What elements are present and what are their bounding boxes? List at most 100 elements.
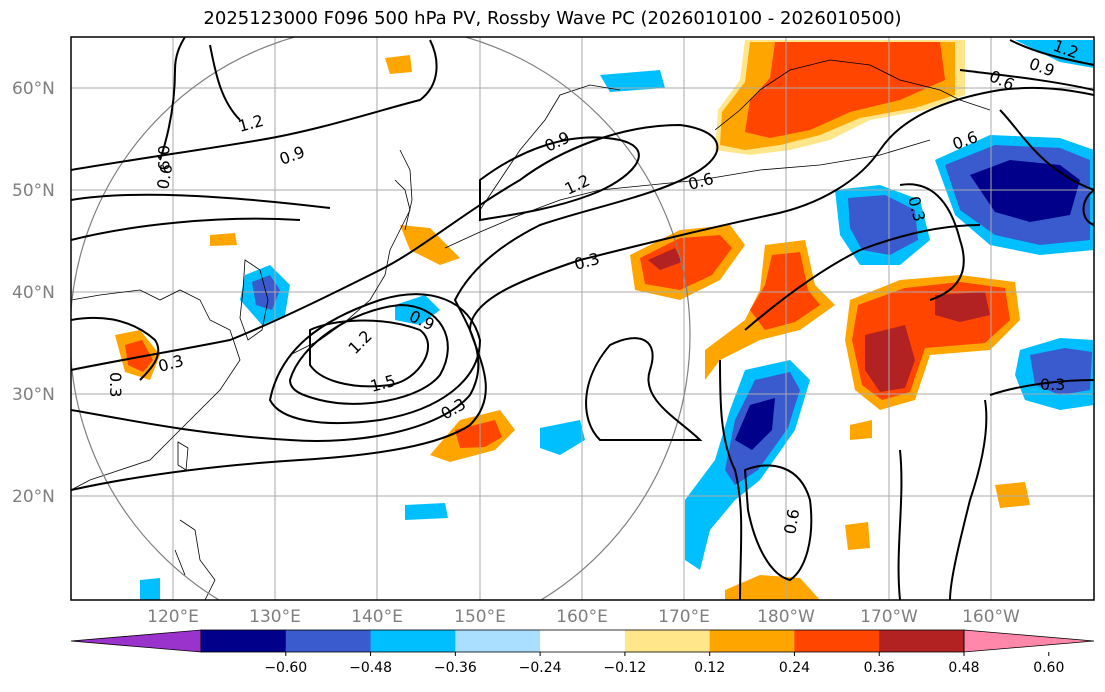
negative-anomaly-region: [735, 398, 775, 450]
colorbar-segment: [794, 630, 880, 652]
lon-label: 140°E: [351, 607, 403, 627]
colorbar-segment: [285, 630, 372, 652]
pv-contour: [1009, 39, 1094, 66]
positive-anomaly-region: [745, 42, 945, 138]
colorbar-segment: [879, 630, 965, 652]
positive-anomaly-region: [385, 55, 412, 74]
pv-contour: [479, 136, 640, 222]
lat-label: 30°N: [12, 385, 55, 405]
pv-contour: [999, 109, 1094, 191]
pv-contour: [209, 44, 241, 121]
positive-anomaly-region: [640, 235, 732, 290]
colorbar-extension-low: [70, 629, 202, 653]
lon-label: 170°W: [860, 607, 918, 627]
positive-anomaly-region: [845, 522, 870, 550]
pv-contour: [268, 293, 482, 425]
colorbar-tick-label: −0.12: [603, 660, 646, 676]
lat-label: 60°N: [12, 79, 55, 99]
negative-anomaly-region: [405, 503, 448, 520]
pv-contour: [71, 316, 160, 381]
kamchatka-coastline: [479, 84, 621, 211]
colorbar-tick-label: −0.24: [519, 660, 562, 676]
korea-coastline: [239, 259, 269, 341]
pv-contour: [71, 123, 719, 442]
colorbar-extension-high: [963, 629, 1095, 653]
colorbar-tick-label: −0.60: [264, 660, 307, 676]
coastlines: [71, 59, 991, 600]
japan-coastline: [289, 179, 411, 356]
contour-label: 0.3: [106, 372, 125, 397]
pv-contour: [71, 39, 438, 171]
colorbar-segment: [624, 630, 711, 652]
negative-anomaly-region: [970, 160, 1080, 222]
lon-label: 170°E: [658, 607, 710, 627]
colorbar-tick-label: −0.36: [434, 660, 477, 676]
colorbar-tick-label: 0.12: [694, 660, 725, 676]
contour-label: 0.6: [780, 507, 803, 535]
reference-circle: [71, 37, 691, 600]
colorbar-outline: [200, 629, 965, 653]
map-frame: [70, 36, 1095, 601]
latitude-labels: 60°N 50°N 40°N 30°N 20°N: [12, 79, 55, 507]
lon-label: 120°E: [147, 607, 199, 627]
positive-anomaly-region: [648, 248, 682, 270]
negative-anomaly-region: [140, 578, 160, 600]
lon-label: 160°E: [556, 607, 608, 627]
negative-anomaly-region: [395, 295, 440, 325]
contour-label: 0.9: [154, 145, 173, 170]
positive-anomaly-region: [935, 292, 990, 322]
negative-anomaly-region: [848, 195, 918, 255]
positive-anomaly-region: [995, 482, 1030, 508]
pv-contour: [959, 69, 1094, 91]
positive-anomaly-region: [125, 340, 153, 372]
philippines-coastline: [174, 519, 216, 600]
lon-label: 150°E: [454, 607, 506, 627]
alaska-coastline: [714, 59, 991, 131]
lat-label: 40°N: [12, 283, 55, 303]
colorbar-tick-label: 0.48: [948, 660, 979, 676]
positive-anomaly-region: [210, 233, 237, 246]
pv-contour: [288, 303, 449, 405]
pv-contours: [71, 37, 1094, 600]
sakhalin-coastline: [399, 149, 413, 231]
positive-anomaly-region: [455, 420, 502, 448]
pv-contour: [71, 86, 1094, 491]
colorbar-tick-label: 0.60: [1033, 660, 1064, 676]
pv-contour: [744, 224, 981, 331]
pv-contour: [71, 217, 301, 241]
longitude-labels: 120°E 130°E 140°E 150°E 160°E 170°E 180°…: [147, 607, 1020, 627]
positive-anomaly-region: [865, 325, 915, 392]
lon-label: 180°W: [757, 607, 815, 627]
pv-contour: [1082, 189, 1094, 226]
pv-contour: [743, 464, 813, 582]
colorbar-segment: [201, 630, 287, 652]
colorbar-segment: [455, 630, 541, 652]
colorbar-tick-label: 0.24: [779, 660, 810, 676]
gridlines: [71, 37, 1094, 600]
pv-contour: [309, 319, 430, 388]
colorbar-segment: [540, 630, 626, 652]
positive-anomaly-region: [850, 420, 872, 440]
map-title: 2025123000 F096 500 hPa PV, Rossby Wave …: [203, 8, 902, 29]
pv-contour: [949, 399, 988, 600]
pv-contour: [71, 193, 331, 209]
aleutian-coastline: [444, 139, 931, 249]
contour-label: 0.6: [153, 162, 176, 190]
pv-contour: [897, 449, 903, 600]
east-asia-coastline: [71, 289, 241, 491]
pv-contour: [719, 359, 743, 600]
negative-anomaly-region: [600, 70, 665, 92]
pv-contour: [899, 183, 965, 301]
pv-contour: [159, 37, 186, 161]
negative-anomaly-region: [540, 420, 585, 455]
colorbar-segment: [709, 630, 795, 652]
lon-label: 160°W: [962, 607, 1020, 627]
colorbar-segment: [370, 630, 456, 652]
colorbar-tick-label: 0.36: [864, 660, 895, 676]
colorbar-tick-label: −0.48: [349, 660, 392, 676]
positive-anomaly-region: [725, 575, 820, 600]
pv-contour: [585, 337, 703, 442]
pv-contour: [989, 379, 1094, 396]
lon-label: 130°E: [249, 607, 301, 627]
